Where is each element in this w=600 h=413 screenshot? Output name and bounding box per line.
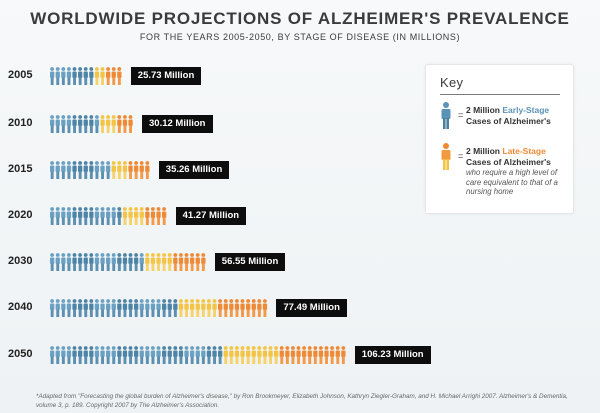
key-divider <box>440 94 560 95</box>
early-stage-person-icon <box>441 102 451 129</box>
bar-late-2020 <box>122 207 167 225</box>
bar-early-2030 <box>50 253 144 271</box>
bar-late-2015 <box>111 161 150 179</box>
legend-key: Key = 2 Million Early-Stage Cases of Alz… <box>425 64 574 214</box>
bar-early-2040 <box>50 299 178 317</box>
late-stage-label: Late-Stage <box>502 146 546 156</box>
total-label-2040: 77.49 Million <box>276 299 347 317</box>
bar-early-2005 <box>50 67 94 85</box>
late-cases: Cases of Alzheimer's <box>466 157 551 167</box>
key-title: Key <box>440 75 464 90</box>
year-label-2005: 2005 <box>8 69 33 81</box>
chart-subtitle: FOR THE YEARS 2005-2050, BY STAGE OF DIS… <box>139 32 461 42</box>
late-amount: 2 Million <box>466 146 500 156</box>
late-equals-sign: = <box>458 151 464 161</box>
early-equals-sign: = <box>458 110 464 120</box>
early-key-text: 2 Million Early-Stage Cases of Alzheimer… <box>466 105 551 127</box>
source-citation: *Adapted from "Forecasting the global bu… <box>36 393 568 409</box>
bar-early-2010 <box>50 115 100 133</box>
bar-early-2015 <box>50 161 111 179</box>
year-label-2010: 2010 <box>8 117 33 129</box>
bar-late-2040 <box>178 299 268 317</box>
bar-early-2050 <box>50 346 223 364</box>
total-label-2020: 41.27 Million <box>175 207 247 225</box>
total-label-2015: 35.26 Million <box>158 161 230 179</box>
late-key-text: 2 Million Late-Stage Cases of Alzheimer'… <box>466 146 551 168</box>
total-label-2030: 56.55 Million <box>214 253 286 271</box>
bar-late-2005 <box>94 67 122 85</box>
early-amount: 2 Million <box>466 105 500 115</box>
bar-early-2020 <box>50 207 122 225</box>
year-label-2015: 2015 <box>8 163 33 175</box>
bar-late-2010 <box>100 115 133 133</box>
bar-late-2030 <box>145 253 206 271</box>
year-label-2040: 2040 <box>8 301 33 313</box>
early-stage-label: Early-Stage <box>502 105 550 115</box>
late-stage-person-icon <box>441 143 451 170</box>
chart-title: WORLDWIDE PROJECTIONS OF ALZHEIMER'S PRE… <box>30 9 570 28</box>
key-icons <box>441 102 451 170</box>
early-cases: Cases of Alzheimer's <box>466 116 551 126</box>
year-label-2050: 2050 <box>8 348 33 360</box>
total-label-2010: 30.12 Million <box>142 115 213 133</box>
late-stage-description: who require a high level of care equival… <box>466 168 558 197</box>
total-label-2005: 25.73 Million <box>130 67 202 85</box>
bar-late-2050 <box>223 346 346 364</box>
total-label-2050: 106.23 Million <box>354 346 431 364</box>
year-label-2020: 2020 <box>8 209 33 221</box>
year-label-2030: 2030 <box>8 255 33 267</box>
